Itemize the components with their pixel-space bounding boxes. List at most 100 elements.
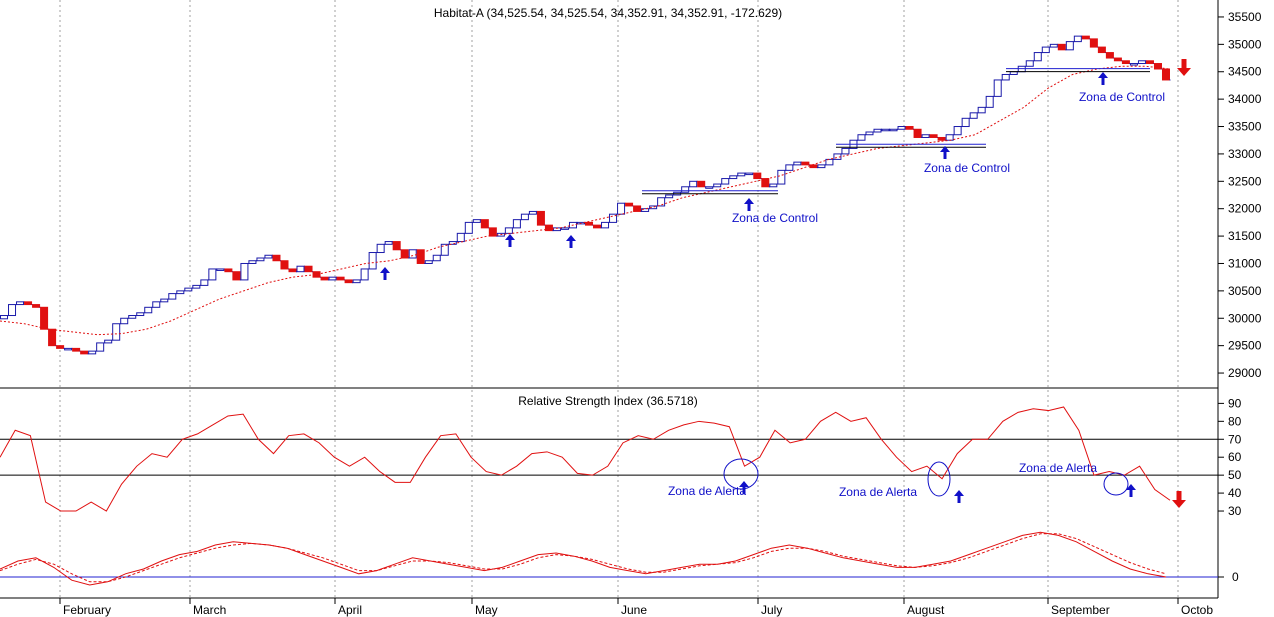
price-candle — [280, 260, 289, 270]
rsi-y-tick-label: 40 — [1228, 486, 1242, 500]
price-candle — [945, 134, 954, 141]
price-candle — [136, 312, 145, 317]
alert-circle — [723, 458, 759, 490]
price-candle — [617, 202, 626, 215]
price-candle — [1097, 46, 1106, 54]
price-candle — [761, 178, 770, 188]
price-candle — [745, 172, 754, 176]
price-candle — [777, 169, 786, 185]
price-candle — [152, 301, 161, 308]
rsi-y-tick-label: 60 — [1228, 450, 1242, 464]
oscillator-line — [0, 531, 1167, 586]
price-candle — [1113, 57, 1122, 62]
price-candle — [681, 186, 690, 193]
zona-de-control-label: Zona de Control — [732, 211, 818, 225]
price-chart-title: Habitat-A (34,525.54, 34,525.54, 34,352.… — [434, 6, 782, 20]
price-candle — [1065, 41, 1074, 51]
up-arrow-icon — [940, 146, 950, 159]
price-candle — [753, 172, 762, 180]
price-candle — [1129, 63, 1138, 66]
price-candle — [48, 328, 57, 347]
price-y-tick-label: 33000 — [1228, 147, 1262, 161]
up-arrow-icon — [954, 490, 964, 503]
price-candle — [208, 268, 217, 281]
price-candle — [560, 227, 569, 230]
price-y-tick-label: 30500 — [1228, 284, 1262, 298]
price-candle — [328, 276, 337, 281]
price-candle — [1161, 68, 1171, 81]
price-candle — [184, 287, 193, 292]
x-tick-label: May — [475, 603, 498, 617]
price-candle — [40, 306, 49, 330]
price-candle — [160, 298, 169, 303]
price-candle — [304, 265, 313, 273]
price-candle — [825, 158, 834, 166]
price-candle — [769, 183, 778, 188]
up-arrow-icon — [1098, 72, 1108, 85]
price-candle — [865, 131, 874, 136]
rsi-panel — [0, 406, 1218, 512]
price-y-tick-label: 32500 — [1228, 174, 1262, 188]
price-candle — [504, 227, 513, 234]
price-candle — [1081, 35, 1090, 40]
rsi-y-tick-label: 70 — [1228, 432, 1242, 446]
up-arrow-icon — [505, 234, 515, 247]
price-candle — [232, 271, 241, 281]
price-candle — [176, 290, 185, 295]
price-candle — [192, 284, 201, 289]
oscillator-panel — [0, 531, 1218, 586]
price-candle — [536, 210, 545, 226]
price-candle — [224, 268, 233, 273]
x-tick-label: June — [621, 603, 647, 617]
price-candle — [929, 134, 938, 138]
price-candle — [488, 227, 497, 237]
zona-de-alerta-label: Zona de Alerta — [668, 484, 746, 498]
price-candle — [833, 153, 842, 160]
price-y-tick-label: 35500 — [1228, 10, 1262, 24]
price-panel — [0, 35, 1171, 355]
price-candle — [985, 95, 994, 108]
price-candle — [809, 164, 818, 169]
rsi-y-tick-label: 50 — [1228, 468, 1242, 482]
price-candle — [72, 347, 81, 352]
price-candle — [472, 219, 481, 223]
price-candle — [721, 178, 730, 185]
price-y-tick-label: 31000 — [1228, 256, 1262, 270]
price-candle — [609, 213, 618, 223]
price-candle — [1001, 73, 1010, 81]
price-y-tick-label: 31500 — [1228, 229, 1262, 243]
price-candle — [360, 268, 369, 281]
price-candle — [857, 134, 866, 141]
price-candle — [665, 194, 674, 199]
price-candle — [689, 180, 698, 188]
price-candle — [424, 260, 433, 264]
price-candle — [432, 254, 441, 262]
price-candle — [64, 347, 73, 351]
price-y-tick-label: 33500 — [1228, 120, 1262, 134]
zona-de-control-label: Zona de Control — [924, 161, 1010, 175]
price-candle — [448, 241, 457, 245]
price-candle — [697, 180, 706, 188]
price-candle — [1049, 43, 1058, 48]
oscillator-signal-line — [0, 533, 1167, 583]
price-candle — [937, 136, 946, 141]
price-candle — [288, 268, 297, 273]
price-candle — [905, 126, 914, 130]
price-candle — [1033, 52, 1042, 62]
price-candle — [1121, 60, 1130, 65]
price-candle — [200, 279, 209, 286]
price-candle — [657, 197, 666, 207]
price-candle — [168, 293, 177, 300]
price-candle — [112, 323, 121, 341]
price-candle — [953, 126, 962, 136]
price-candle — [296, 265, 305, 273]
price-candle — [216, 268, 225, 271]
price-candle — [625, 202, 634, 207]
up-arrow-icon — [380, 267, 390, 280]
price-candle — [641, 208, 650, 212]
up-arrow-icon — [566, 235, 576, 248]
price-candle — [80, 350, 89, 355]
price-y-tick-label: 30000 — [1228, 311, 1262, 325]
price-candle — [544, 224, 553, 232]
x-tick-label: July — [761, 603, 782, 617]
